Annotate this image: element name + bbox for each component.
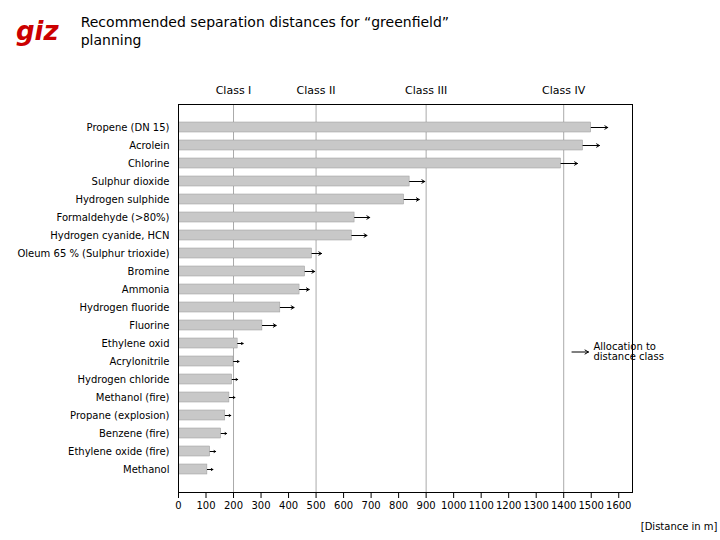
svg-text:Propane (explosion): Propane (explosion) (70, 410, 169, 421)
svg-text:Hydrogen sulphide: Hydrogen sulphide (75, 194, 169, 205)
svg-text:400: 400 (279, 500, 298, 511)
svg-text:700: 700 (362, 500, 381, 511)
svg-text:Ethylene oxide (fire): Ethylene oxide (fire) (68, 446, 170, 457)
svg-text:900: 900 (417, 500, 436, 511)
svg-text:Fluorine: Fluorine (129, 320, 169, 331)
svg-text:500: 500 (307, 500, 326, 511)
svg-text:Formaldehyde (>80%): Formaldehyde (>80%) (57, 212, 170, 223)
svg-text:1100: 1100 (468, 500, 493, 511)
svg-text:1000: 1000 (441, 500, 466, 511)
svg-text:Methanol (fire): Methanol (fire) (96, 392, 170, 403)
html-text:Recommended separation distanc: Recommended separation distances for “gr… (80, 13, 450, 48)
svg-text:200: 200 (224, 500, 243, 511)
svg-text:1300: 1300 (523, 500, 548, 511)
svg-text:Ethylene oxid: Ethylene oxid (102, 338, 170, 349)
svg-text:Ammonia: Ammonia (122, 284, 170, 295)
svg-text:Oleum 65 % (Sulphur trioxide): Oleum 65 % (Sulphur trioxide) (17, 248, 169, 259)
svg-text:100: 100 (196, 500, 215, 511)
svg-text:300: 300 (251, 500, 270, 511)
svg-text:1200: 1200 (496, 500, 521, 511)
svg-text:Allocation todistance class: Allocation todistance class (593, 341, 663, 362)
svg-text:Bromine: Bromine (128, 266, 170, 277)
svg-text:1600: 1600 (606, 500, 631, 511)
svg-text:Acrolein: Acrolein (129, 140, 169, 151)
svg-text:600: 600 (334, 500, 353, 511)
svg-text:Benzene (fire): Benzene (fire) (99, 428, 170, 439)
svg-text:0: 0 (175, 500, 181, 511)
svg-text:Sulphur dioxide: Sulphur dioxide (92, 176, 170, 187)
svg-text:Class II: Class II (297, 84, 336, 97)
svg-text:Acrylonitrile: Acrylonitrile (110, 356, 170, 367)
svg-text:[Distance in m]: [Distance in m] (641, 521, 718, 532)
svg-text:Hydrogen fluoride: Hydrogen fluoride (80, 302, 170, 313)
svg-text:1400: 1400 (551, 500, 576, 511)
svg-text:Hydrogen chloride: Hydrogen chloride (78, 374, 170, 385)
svg-text:1500: 1500 (579, 500, 604, 511)
svg-text:Class IV: Class IV (542, 84, 586, 97)
svg-text:Class III: Class III (405, 84, 447, 97)
svg-text:Chlorine: Chlorine (128, 158, 170, 169)
svg-text:Hydrogen cyanide, HCN: Hydrogen cyanide, HCN (50, 230, 169, 241)
svg-text:Methanol: Methanol (123, 464, 169, 475)
html-text:giz: giz (16, 16, 59, 46)
svg-text:Propene (DN 15): Propene (DN 15) (87, 122, 170, 133)
svg-text:Class I: Class I (216, 84, 252, 97)
svg-text:800: 800 (389, 500, 408, 511)
